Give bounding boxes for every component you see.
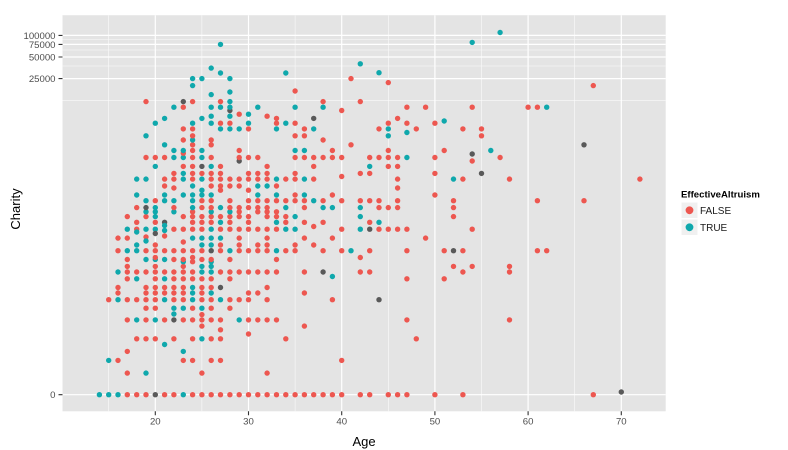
svg-text:100000: 100000 [23, 31, 55, 42]
svg-text:70: 70 [616, 417, 627, 428]
svg-text:EffectiveAltruism: EffectiveAltruism [681, 190, 760, 201]
svg-text:50: 50 [430, 417, 441, 428]
svg-text:TRUE: TRUE [700, 223, 728, 234]
svg-text:40: 40 [336, 417, 347, 428]
svg-text:FALSE: FALSE [700, 206, 731, 217]
svg-text:0: 0 [50, 390, 55, 401]
svg-text:Charity: Charity [8, 188, 23, 230]
svg-text:25000: 25000 [29, 74, 56, 85]
svg-text:60: 60 [523, 417, 534, 428]
svg-text:Age: Age [353, 434, 376, 449]
svg-text:75000: 75000 [29, 40, 56, 51]
svg-text:30: 30 [243, 417, 254, 428]
svg-text:20: 20 [150, 417, 161, 428]
svg-text:50000: 50000 [29, 52, 56, 63]
